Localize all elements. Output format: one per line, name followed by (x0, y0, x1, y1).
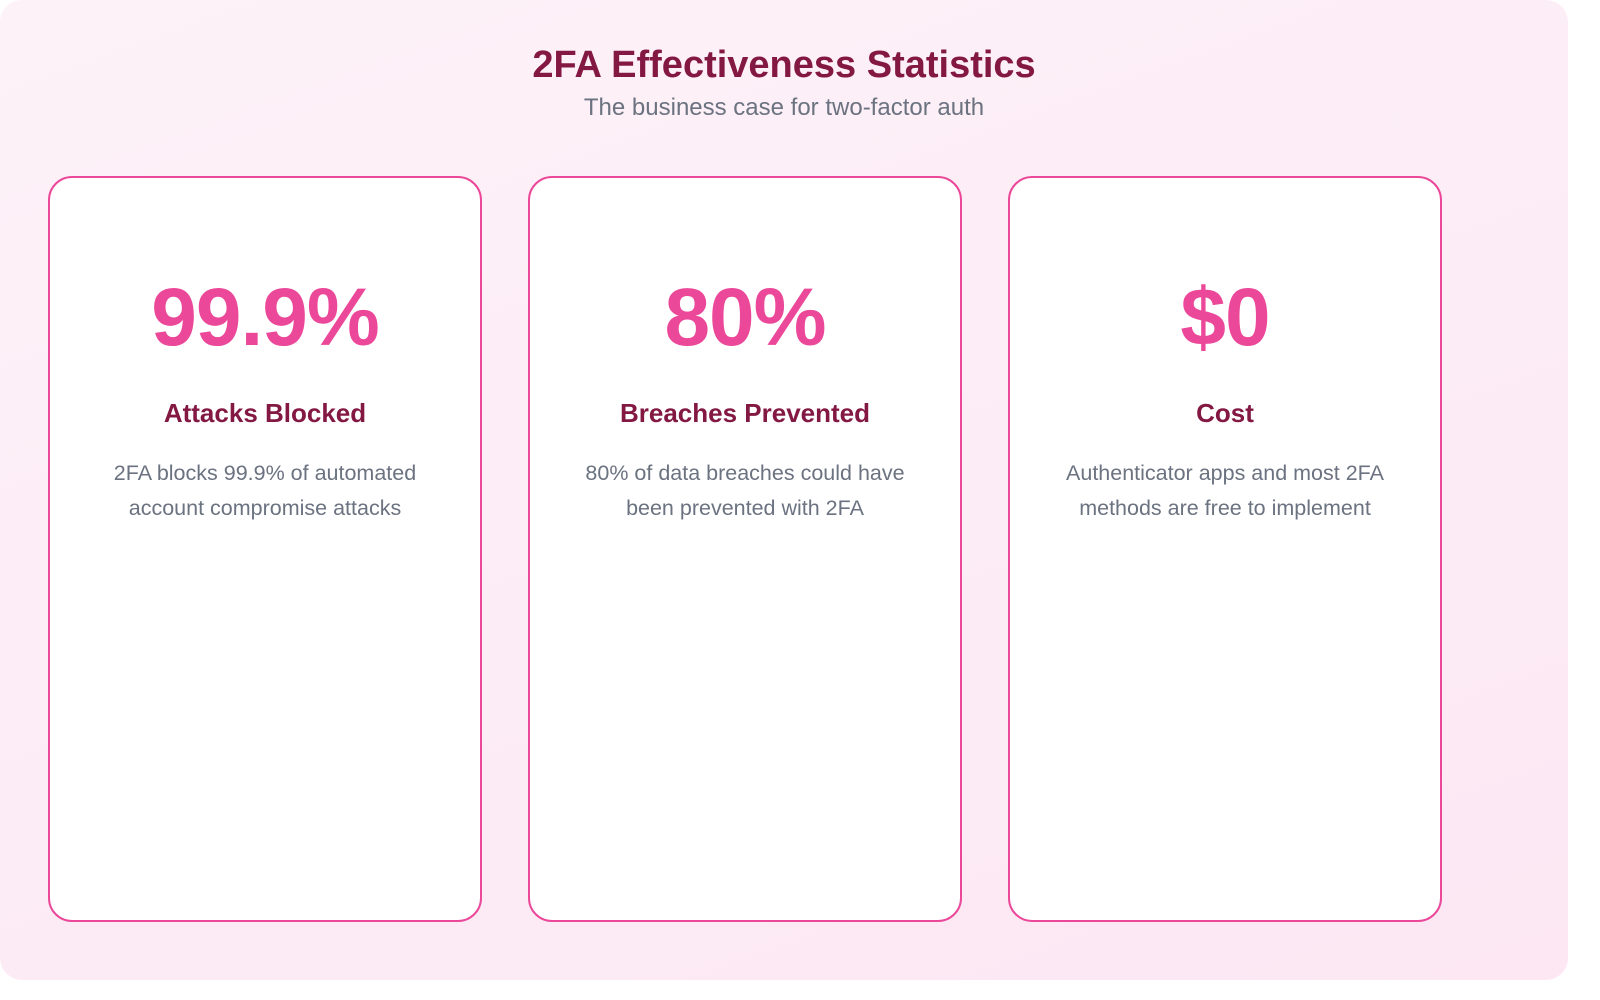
stat-card-cost: $0 Cost Authenticator apps and most 2FA … (1008, 176, 1442, 922)
stat-card-attacks-blocked: 99.9% Attacks Blocked 2FA blocks 99.9% o… (48, 176, 482, 922)
stat-description: Authenticator apps and most 2FA methods … (1066, 461, 1384, 520)
stat-value: 80% (664, 272, 826, 363)
header: 2FA Effectiveness Statistics The busines… (0, 40, 1568, 126)
page-title: 2FA Effectiveness Statistics (532, 44, 1036, 86)
page-subtitle: The business case for two-factor auth (583, 94, 985, 121)
stat-value: 99.9% (151, 272, 380, 363)
page-background: 2FA Effectiveness Statistics The busines… (0, 0, 1568, 980)
stat-description: 80% of data breaches could have been pre… (585, 461, 905, 520)
stat-label: Breaches Prevented (619, 398, 871, 428)
stat-value: $0 (1180, 272, 1270, 363)
stat-label: Attacks Blocked (163, 398, 367, 428)
stat-card-breaches-prevented: 80% Breaches Prevented 80% of data breac… (528, 176, 962, 922)
stat-label: Cost (1196, 398, 1254, 428)
stat-description: 2FA blocks 99.9% of automated account co… (113, 461, 417, 520)
